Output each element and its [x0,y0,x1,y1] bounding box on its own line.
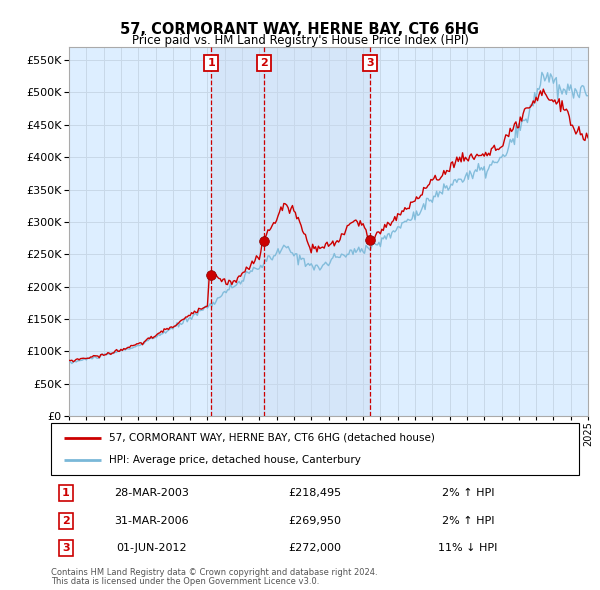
Text: £218,495: £218,495 [289,489,341,499]
Text: 28-MAR-2003: 28-MAR-2003 [114,489,189,499]
Text: 31-MAR-2006: 31-MAR-2006 [114,516,188,526]
Text: 11% ↓ HPI: 11% ↓ HPI [439,543,498,553]
Text: £269,950: £269,950 [289,516,341,526]
Text: 01-JUN-2012: 01-JUN-2012 [116,543,187,553]
Text: Contains HM Land Registry data © Crown copyright and database right 2024.: Contains HM Land Registry data © Crown c… [51,568,377,576]
Bar [211,47,263,416]
Text: This data is licensed under the Open Government Licence v3.0.: This data is licensed under the Open Gov… [51,577,319,586]
Text: HPI: Average price, detached house, Canterbury: HPI: Average price, detached house, Cant… [109,455,361,466]
Text: 3: 3 [367,58,374,68]
Text: 57, CORMORANT WAY, HERNE BAY, CT6 6HG: 57, CORMORANT WAY, HERNE BAY, CT6 6HG [121,22,479,37]
Text: 2% ↑ HPI: 2% ↑ HPI [442,516,494,526]
Text: £272,000: £272,000 [289,543,341,553]
Text: 57, CORMORANT WAY, HERNE BAY, CT6 6HG (detached house): 57, CORMORANT WAY, HERNE BAY, CT6 6HG (d… [109,432,435,442]
Text: 3: 3 [62,543,70,553]
Bar [263,47,370,416]
Text: 2: 2 [62,516,70,526]
Text: 2: 2 [260,58,268,68]
Text: 1: 1 [62,489,70,499]
FancyBboxPatch shape [51,423,579,475]
Text: 2% ↑ HPI: 2% ↑ HPI [442,489,494,499]
Text: Price paid vs. HM Land Registry's House Price Index (HPI): Price paid vs. HM Land Registry's House … [131,34,469,47]
Text: 1: 1 [208,58,215,68]
